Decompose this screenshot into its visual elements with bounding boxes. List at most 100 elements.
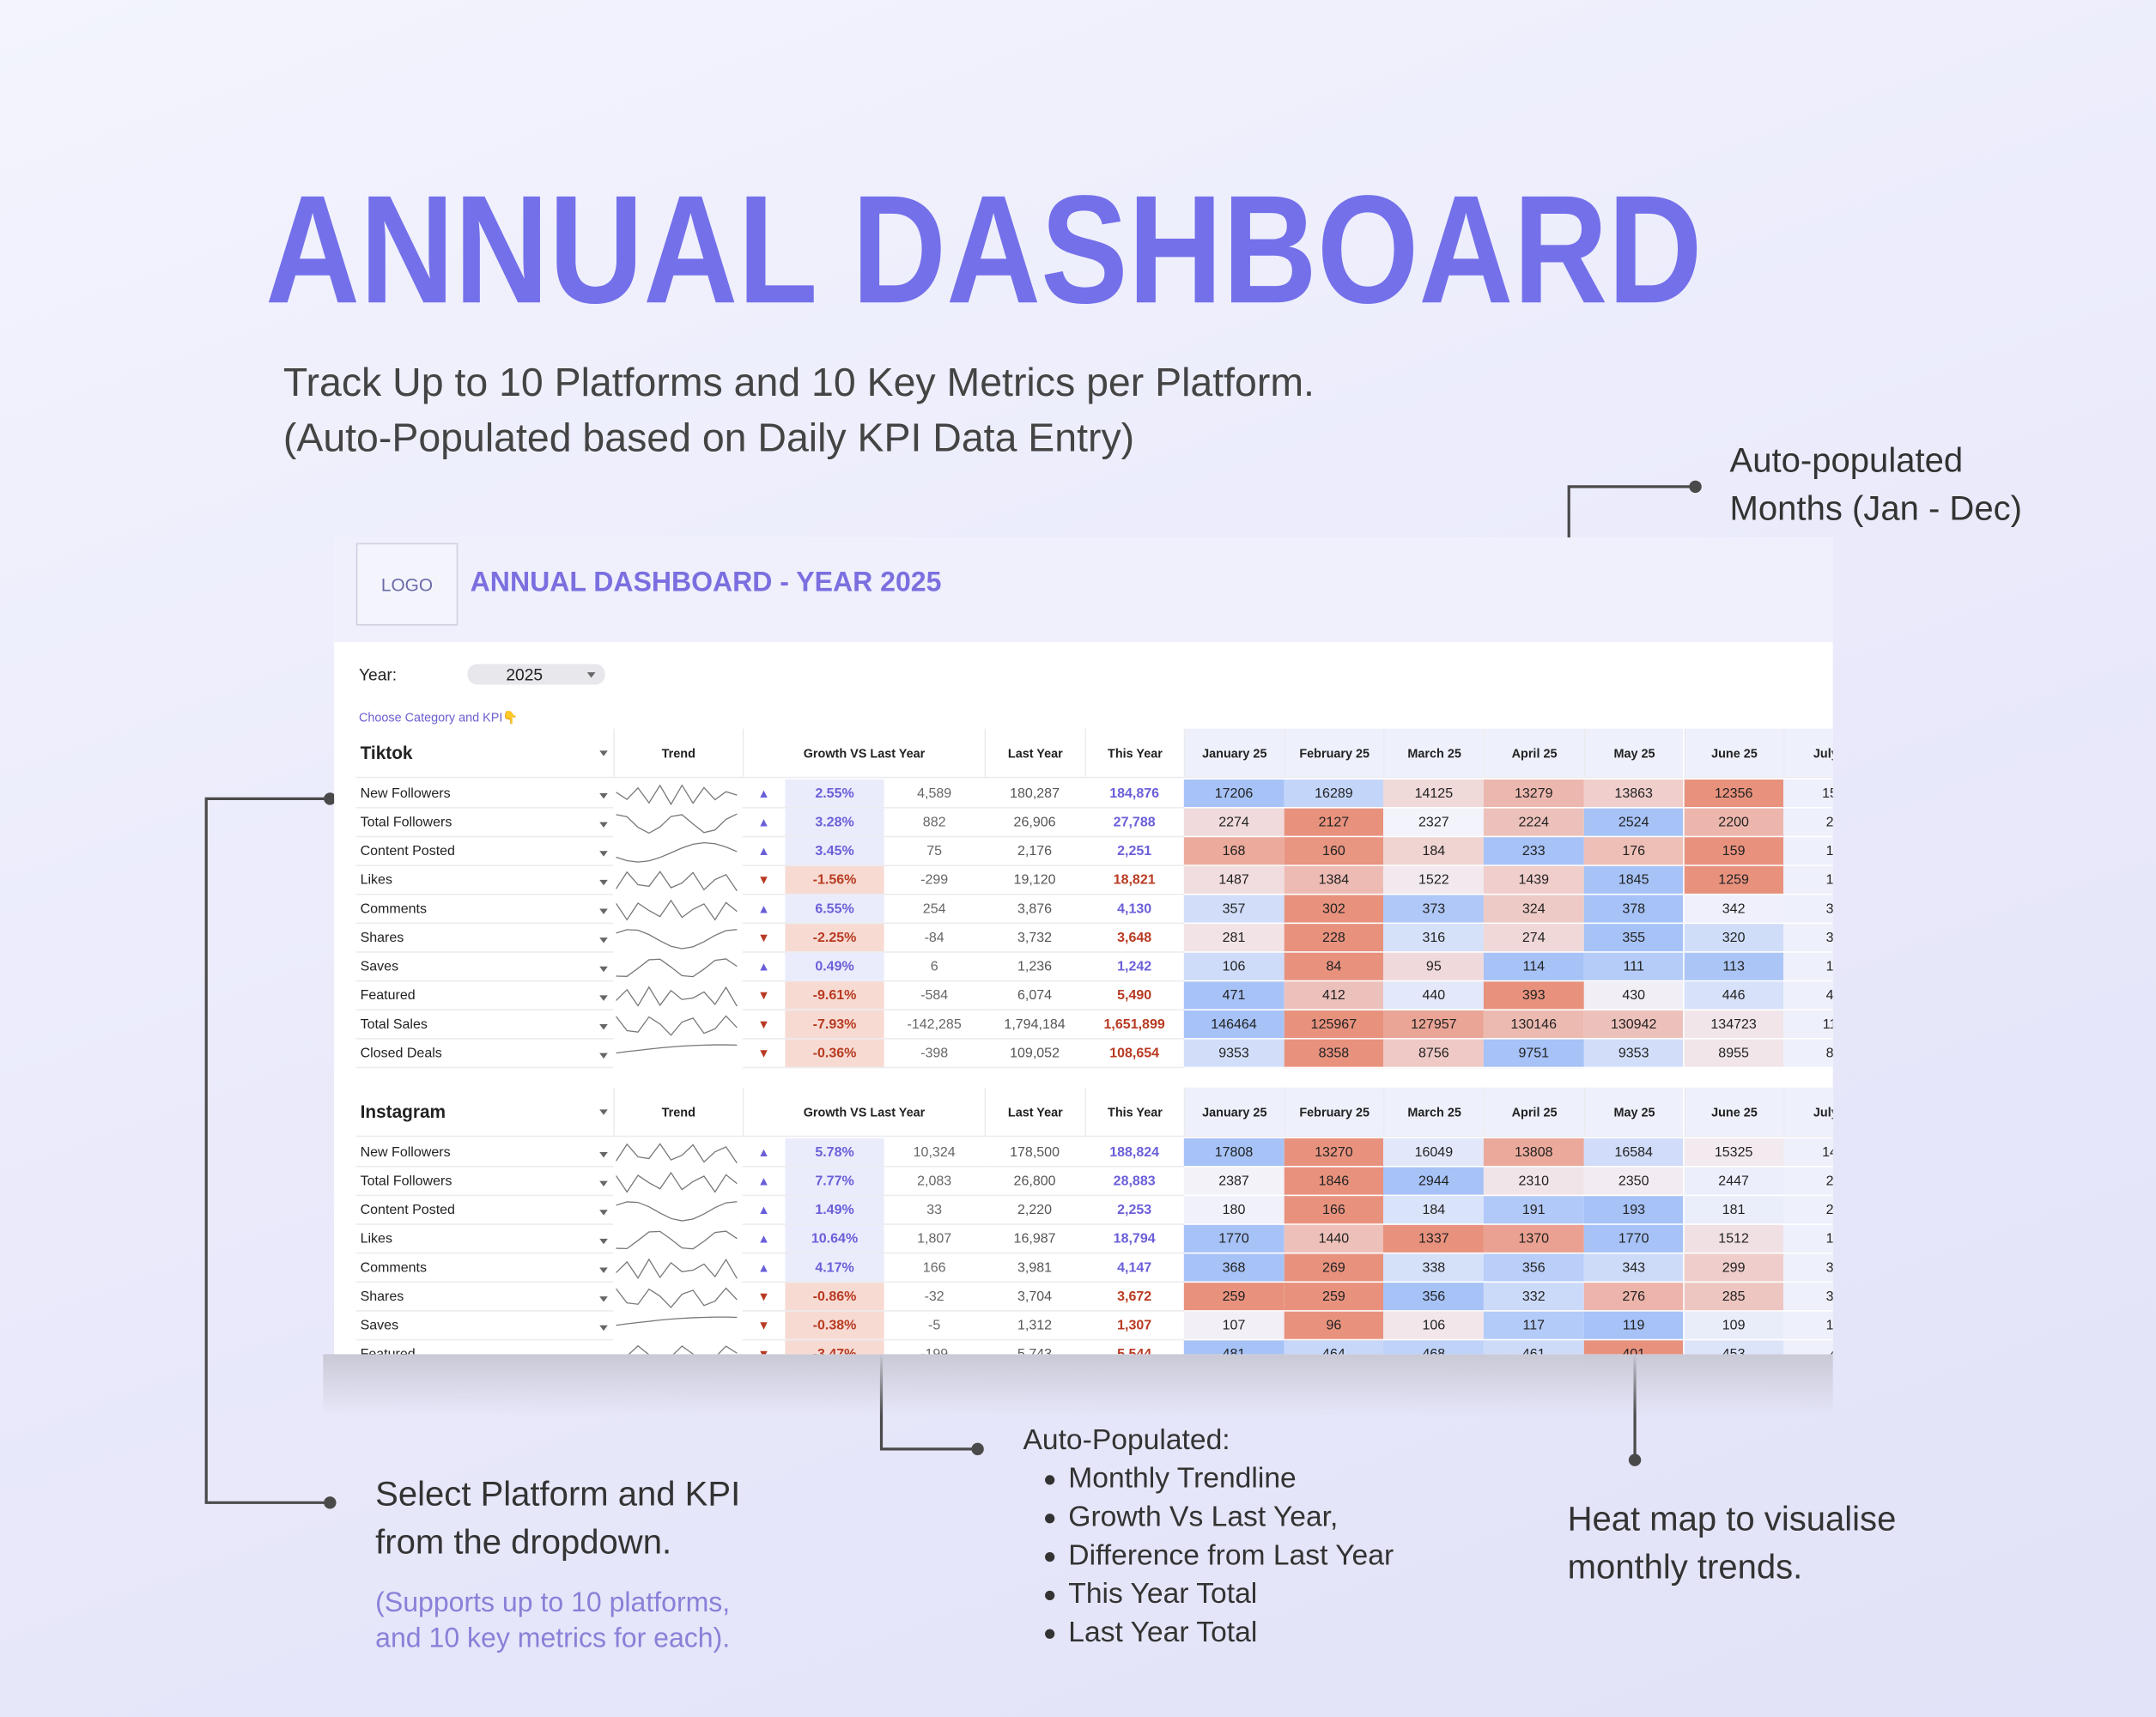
panel-shadow bbox=[323, 1354, 1833, 1417]
heat-cell: 2127 bbox=[1284, 808, 1384, 838]
metric-select[interactable]: New Followers bbox=[355, 1138, 614, 1168]
difference: -32 bbox=[884, 1283, 985, 1312]
heat-cell: 16584 bbox=[1583, 1138, 1684, 1168]
heat-cell: 193 bbox=[1583, 1196, 1684, 1225]
trend-arrow: ▼ bbox=[742, 1040, 786, 1069]
heat-cell: 1512 bbox=[1683, 1224, 1784, 1254]
heat-cell: 157 bbox=[1783, 779, 1833, 809]
trend-arrow: ▼ bbox=[742, 924, 786, 953]
trend-arrow: ▲ bbox=[742, 1253, 786, 1283]
difference: -199 bbox=[884, 1340, 985, 1355]
sparkline bbox=[616, 899, 738, 921]
column-header: April 25 bbox=[1484, 728, 1584, 779]
subtitle-line: Track Up to 10 Platforms and 10 Key Metr… bbox=[282, 361, 1315, 406]
metric-select[interactable]: Saves bbox=[355, 1312, 614, 1341]
heat-cell: 148 bbox=[1783, 1138, 1833, 1168]
heat-cell: 373 bbox=[1383, 895, 1485, 925]
dropdown-caret bbox=[599, 793, 608, 799]
column-header: March 25 bbox=[1383, 728, 1485, 779]
dropdown-caret bbox=[599, 1238, 608, 1245]
heat-cell: 285 bbox=[1683, 1283, 1784, 1312]
metric-select[interactable]: Featured bbox=[356, 1340, 613, 1355]
note-line: Heat map to visualise bbox=[1567, 1500, 1897, 1538]
metric-select[interactable]: Content Posted bbox=[355, 1196, 614, 1225]
this-year: 1,242 bbox=[1084, 953, 1184, 982]
metric-select[interactable]: New Followers bbox=[355, 780, 614, 809]
trend-arrow: ▼ bbox=[742, 1010, 786, 1040]
this-year: 18,794 bbox=[1084, 1225, 1184, 1254]
heat-cell: 13279 bbox=[1484, 779, 1584, 809]
note-item: Last Year Total bbox=[1045, 1614, 1394, 1653]
heat-cell: 2310 bbox=[1484, 1167, 1584, 1197]
last-year: 1,794,184 bbox=[984, 1010, 1085, 1040]
heat-cell: 1440 bbox=[1284, 1224, 1384, 1254]
column-header: January 25 bbox=[1183, 728, 1284, 779]
column-header: January 25 bbox=[1183, 1087, 1284, 1138]
growth: -3.47% bbox=[785, 1340, 884, 1355]
heat-cell: 85 bbox=[1783, 1039, 1833, 1069]
last-year: 6,074 bbox=[984, 981, 1085, 1011]
trend-arrow: ▼ bbox=[743, 1340, 786, 1354]
heat-cell: 2224 bbox=[1484, 808, 1584, 838]
column-header: Last Year bbox=[984, 1087, 1085, 1138]
column-header: Trend bbox=[613, 1087, 743, 1138]
metric-select[interactable]: Total Followers bbox=[355, 809, 614, 838]
heat-cell: 31 bbox=[1783, 895, 1833, 925]
bullet bbox=[1045, 1475, 1055, 1485]
metric-select[interactable]: Total Followers bbox=[355, 1168, 614, 1197]
last-year: 19,120 bbox=[984, 866, 1085, 895]
column-header: July 25 bbox=[1783, 728, 1833, 779]
dropdown-caret bbox=[599, 1053, 608, 1059]
metric-select[interactable]: Likes bbox=[355, 866, 614, 895]
column-header: July 25 bbox=[1783, 1087, 1833, 1138]
metric-select[interactable]: Shares bbox=[355, 924, 614, 953]
months-note: Auto-populated Months (Jan - Dec) bbox=[1730, 437, 2022, 533]
heat-cell: 180 bbox=[1183, 1196, 1284, 1225]
heat-cell: 471 bbox=[1183, 981, 1284, 1011]
dropdown-caret bbox=[599, 1210, 608, 1216]
metric-select[interactable]: Comments bbox=[355, 895, 614, 925]
heat-cell: 95 bbox=[1383, 952, 1485, 982]
heat-cell: 184 bbox=[1383, 1196, 1485, 1225]
heat-cell: 168 bbox=[1183, 837, 1284, 866]
note-line: monthly trends. bbox=[1567, 1548, 1803, 1587]
heat-cell: 9353 bbox=[1583, 1039, 1684, 1069]
heat-cell: 2274 bbox=[1183, 808, 1284, 838]
heat-cell: 2524 bbox=[1583, 808, 1684, 838]
heat-cell: 1846 bbox=[1284, 1167, 1384, 1197]
heat-cell: 16289 bbox=[1284, 779, 1384, 809]
trend-arrow: ▲ bbox=[742, 1168, 786, 1197]
difference: 33 bbox=[884, 1196, 985, 1225]
metric-select[interactable]: Shares bbox=[355, 1283, 614, 1312]
sparkline bbox=[616, 1316, 738, 1326]
note-item: This Year Total bbox=[1045, 1575, 1394, 1614]
growth: 7.77% bbox=[785, 1167, 884, 1197]
metric-select[interactable]: Total Sales bbox=[355, 1010, 614, 1040]
year-value[interactable]: 2025 bbox=[506, 665, 544, 685]
trend-arrow: ▼ bbox=[742, 981, 786, 1011]
heat-cell: 1770 bbox=[1583, 1224, 1684, 1254]
this-year: 5,544 bbox=[1085, 1340, 1184, 1355]
heat-cell: 107 bbox=[1183, 1311, 1284, 1341]
metric-select[interactable]: Likes bbox=[355, 1225, 614, 1254]
metric-select[interactable]: Saves bbox=[355, 953, 614, 982]
this-year: 2,251 bbox=[1084, 837, 1184, 866]
bullet bbox=[1045, 1629, 1055, 1639]
last-year: 1,236 bbox=[984, 953, 1085, 982]
growth: -0.38% bbox=[785, 1311, 884, 1341]
metric-select[interactable]: Comments bbox=[355, 1253, 614, 1283]
dropdown-caret bbox=[599, 1151, 608, 1158]
platform-select[interactable]: Tiktok bbox=[355, 729, 614, 779]
metric-select[interactable]: Featured bbox=[355, 981, 614, 1011]
heat-cell: 111 bbox=[1583, 952, 1684, 982]
heat-cell: 440 bbox=[1383, 981, 1485, 1011]
year-dropdown[interactable] bbox=[467, 664, 605, 685]
heat-cell: 2327 bbox=[1383, 808, 1485, 838]
heat-cell: 468 bbox=[1383, 1340, 1485, 1355]
heat-cell: 35 bbox=[1783, 924, 1833, 953]
note-line: Auto-populated bbox=[1729, 441, 1964, 480]
heat-cell: 8358 bbox=[1284, 1039, 1384, 1069]
metric-select[interactable]: Closed Deals bbox=[355, 1040, 614, 1069]
metric-select[interactable]: Content Posted bbox=[355, 837, 614, 866]
platform-select[interactable]: Instagram bbox=[355, 1088, 614, 1138]
